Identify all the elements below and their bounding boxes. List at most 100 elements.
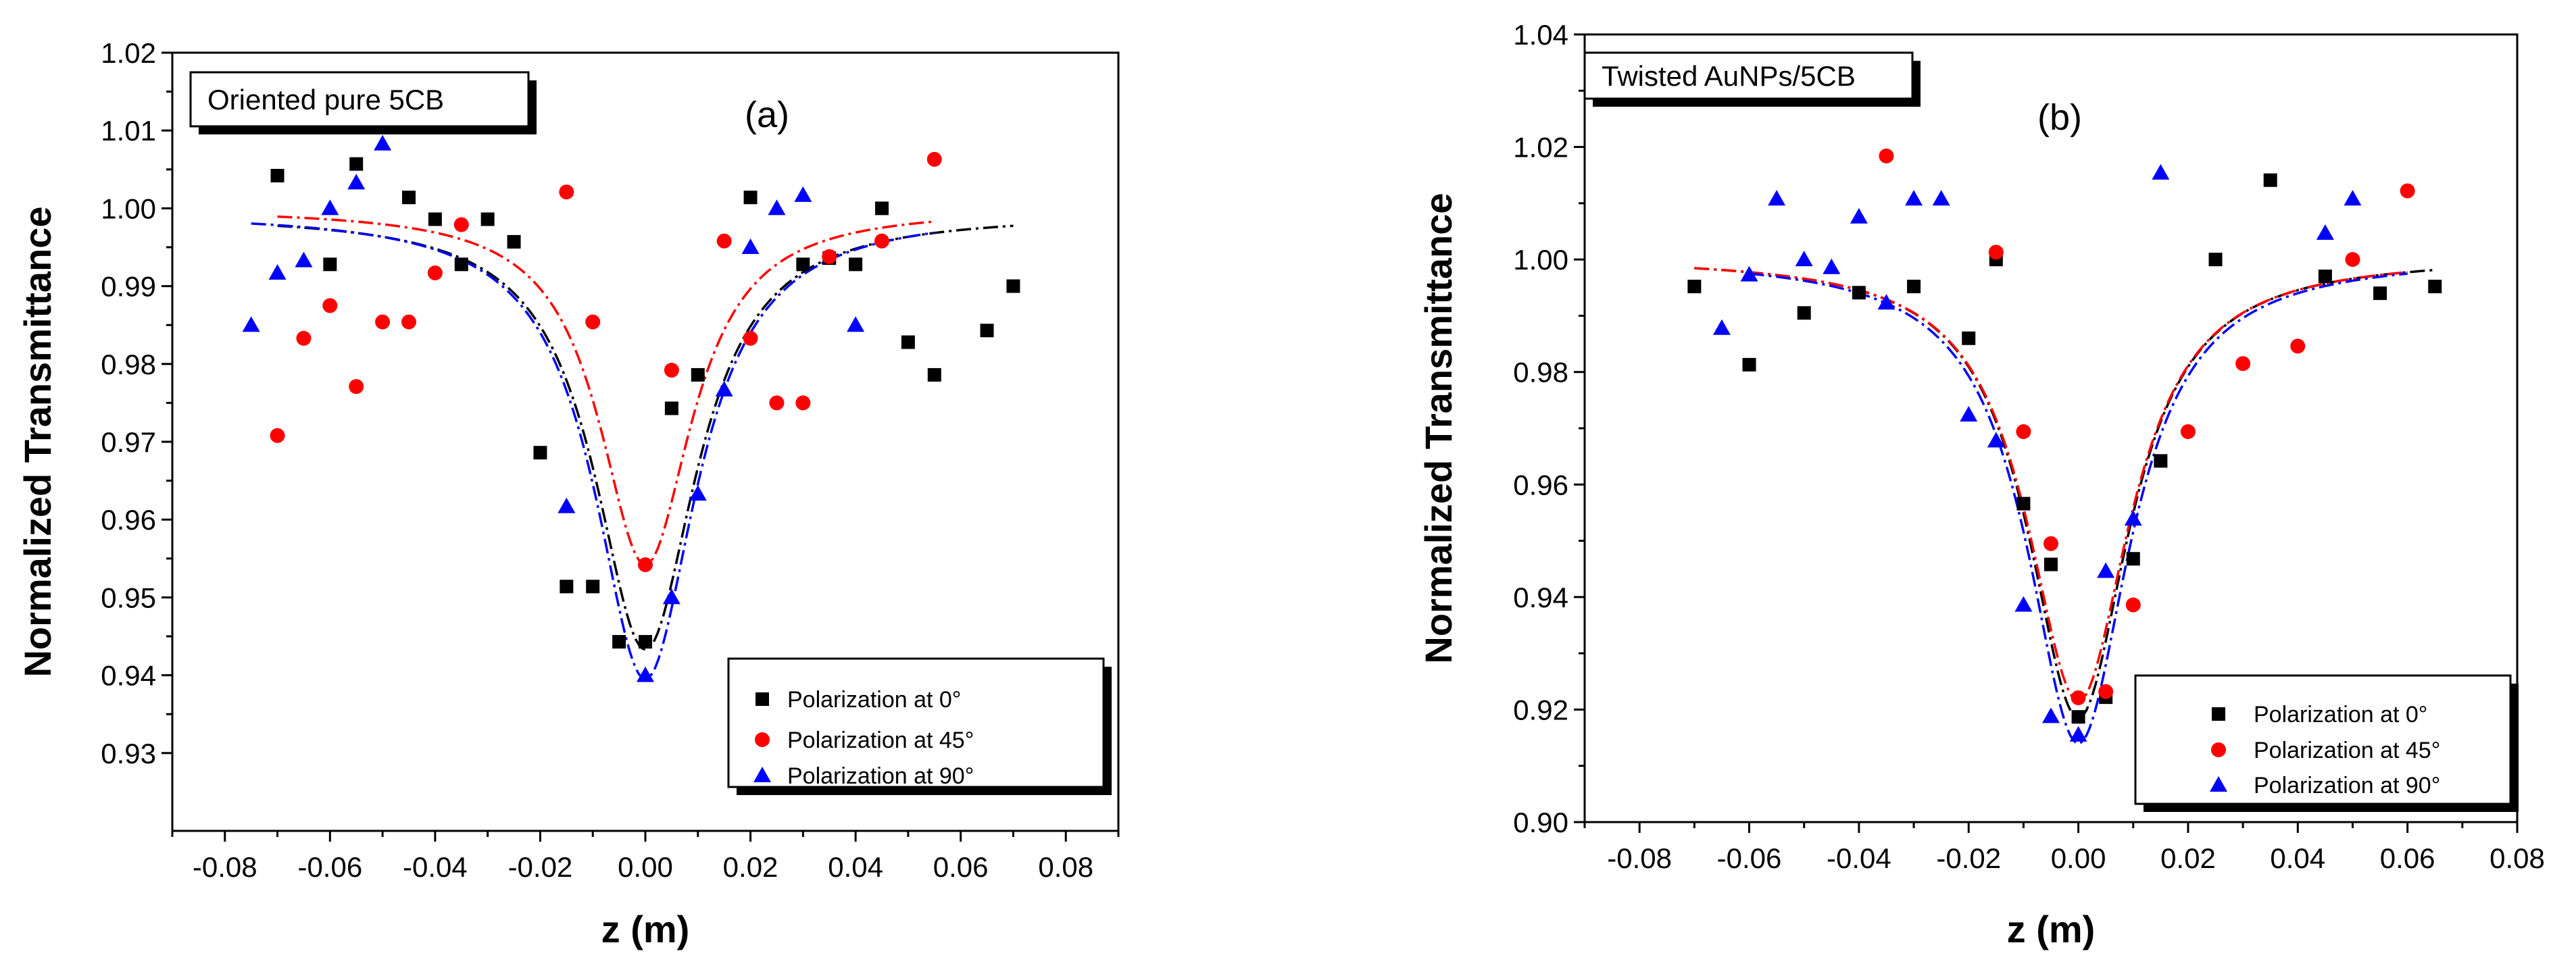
data-point-triangle <box>295 251 313 268</box>
x-tick-label: -0.06 <box>297 851 362 883</box>
data-point-triangle <box>794 186 812 202</box>
data-point-circle <box>2071 690 2086 705</box>
fit-curve-circle <box>1694 267 2408 703</box>
data-point-circle <box>795 395 811 411</box>
data-point-circle <box>743 330 758 346</box>
legend-label: Polarization at 90° <box>787 763 974 789</box>
data-point-triangle <box>242 316 260 332</box>
data-point-triangle <box>1850 207 1868 224</box>
data-point-square <box>507 234 521 249</box>
data-point-square <box>2126 552 2140 566</box>
y-tick-label: 1.02 <box>101 37 156 69</box>
y-tick-label: 1.02 <box>1513 132 1568 163</box>
y-tick-label: 0.98 <box>1513 357 1568 388</box>
legend-marker-triangle <box>2210 776 2227 792</box>
legend-box <box>2134 674 2512 805</box>
y-tick-label: 0.97 <box>101 426 156 458</box>
data-point-triangle <box>2152 163 2170 180</box>
data-point-circle <box>2290 338 2306 354</box>
legend-marker-square <box>756 692 769 706</box>
data-point-square <box>743 190 758 205</box>
legend-marker-triangle <box>753 767 771 782</box>
data-point-circle <box>427 265 443 281</box>
data-point-circle <box>638 557 653 573</box>
data-point-circle <box>2180 424 2196 439</box>
data-point-triangle <box>1823 258 1841 274</box>
fit-curve-square <box>277 224 1014 651</box>
x-tick-label: 0.00 <box>618 851 673 883</box>
data-point-circle <box>769 395 785 411</box>
data-point-square <box>639 635 652 649</box>
legend-marker-circle <box>755 732 770 747</box>
data-point-triangle <box>1932 190 1950 206</box>
data-point-circle <box>2125 597 2141 613</box>
data-point-square <box>2044 557 2058 571</box>
x-tick-label: 0.02 <box>723 851 778 883</box>
legend-label: Polarization at 45° <box>787 728 974 753</box>
data-point-square <box>2071 710 2085 724</box>
y-tick-label: 1.00 <box>1513 244 1568 276</box>
data-point-square <box>875 201 889 215</box>
y-tick-label: 0.98 <box>101 349 156 380</box>
label-box <box>189 71 530 128</box>
data-point-square <box>454 257 468 272</box>
data-point-square <box>1742 357 1756 372</box>
data-point-square <box>901 335 915 349</box>
data-point-square <box>2154 454 2168 468</box>
y-tick-label: 0.94 <box>101 660 156 692</box>
data-point-circle <box>401 314 416 330</box>
x-tick-label: 0.04 <box>828 851 883 883</box>
data-point-circle <box>349 379 364 394</box>
x-tick-label: -0.02 <box>1936 842 2001 874</box>
data-point-triangle <box>768 199 786 215</box>
y-tick-label: 0.90 <box>1513 807 1568 838</box>
y-tick-label: 0.94 <box>1513 582 1568 613</box>
fit-curve-triangle <box>251 222 935 680</box>
data-point-triangle <box>268 264 287 280</box>
data-point-triangle <box>1712 319 1731 335</box>
data-point-circle <box>453 217 469 232</box>
data-point-circle <box>296 330 312 346</box>
data-point-square <box>1852 286 1866 300</box>
data-point-square <box>2318 270 2332 284</box>
data-point-circle <box>2400 183 2415 199</box>
x-tick-label: -0.08 <box>193 851 257 883</box>
data-point-circle <box>874 233 889 249</box>
chart-panel-a: -0.08 -0.06 -0.04 -0.02 0.00 0.02 0.04 0.06 0.08… <box>16 37 1120 950</box>
data-point-square <box>1797 306 1811 320</box>
data-point-circle <box>375 314 391 330</box>
data-point-square <box>980 324 994 338</box>
fit-curve-circle <box>277 215 935 566</box>
x-tick-label: 0.00 <box>2051 842 2106 874</box>
data-point-square <box>612 635 626 649</box>
data-point-triangle <box>2097 562 2115 578</box>
fit-curve-square <box>1694 267 2435 719</box>
data-point-triangle <box>374 134 392 151</box>
x-tick-label: 0.04 <box>2270 842 2325 874</box>
data-point-triangle <box>2042 707 2060 723</box>
legend-label: Polarization at 45° <box>2254 738 2440 763</box>
panel-letter: (a) <box>745 95 789 135</box>
data-point-square <box>796 257 810 272</box>
data-point-triangle <box>662 588 680 605</box>
x-axis-title: z (m) <box>601 908 690 950</box>
data-point-triangle <box>1795 251 1813 267</box>
data-point-square <box>560 580 574 594</box>
data-point-triangle <box>1768 190 1786 206</box>
y-tick-label: 0.96 <box>101 504 156 536</box>
data-point-circle <box>585 314 601 330</box>
legend-label: Polarization at 0° <box>2254 702 2427 728</box>
data-point-triangle <box>1740 265 1758 282</box>
y-tick-label: 1.01 <box>101 115 156 147</box>
x-tick-label: -0.04 <box>403 851 468 883</box>
legend-marker-square <box>2212 707 2225 721</box>
data-point-square <box>402 190 416 205</box>
label-box-text: Oriented pure 5CB <box>207 84 444 116</box>
data-point-square <box>586 580 600 594</box>
legend-label: Polarization at 90° <box>2254 773 2440 798</box>
data-point-square <box>2208 253 2223 267</box>
panel-letter: (b) <box>2037 97 2082 138</box>
data-point-circle <box>2345 252 2360 268</box>
data-point-triangle <box>637 666 654 682</box>
data-point-circle <box>270 428 285 443</box>
